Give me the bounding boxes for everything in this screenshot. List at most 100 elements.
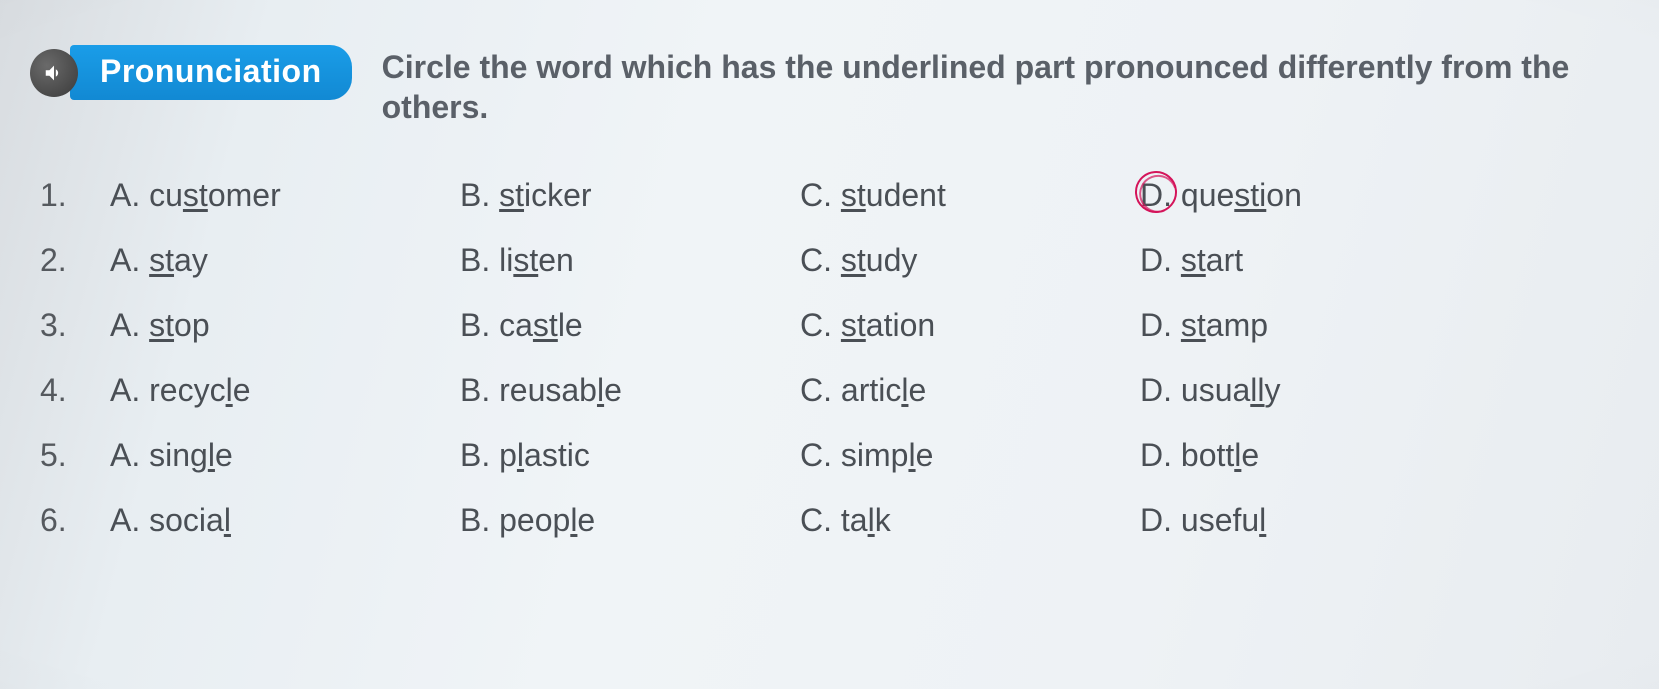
option-b: B. sticker [460, 177, 800, 214]
word-post: ay [174, 242, 208, 278]
option-letter: C. [800, 177, 841, 213]
word-underlined: st [149, 242, 174, 278]
option-a: A. recycle [110, 372, 460, 409]
option-c: C. simple [800, 437, 1140, 474]
option-letter: B. [460, 242, 499, 278]
word-underlined: l [226, 372, 233, 408]
option-letter: A. [110, 242, 149, 278]
word-underlined: st [841, 242, 866, 278]
option-b: B. people [460, 502, 800, 539]
word-pre: usefu [1181, 502, 1259, 538]
word-post: y [1265, 372, 1281, 408]
word-pre: simp [841, 437, 909, 473]
word-post: udy [866, 242, 918, 278]
option-letter: B. [460, 437, 499, 473]
question-row: 4.A. recycleB. reusableC. articleD. usua… [40, 372, 1619, 409]
option-letter: B. [460, 177, 499, 213]
question-number: 1. [40, 177, 110, 214]
option-letter: C. [800, 307, 841, 343]
word-underlined: l [908, 437, 915, 473]
option-d: D. question [1140, 177, 1400, 214]
word-pre: peop [499, 502, 570, 538]
option-d: D. usually [1140, 372, 1400, 409]
option-letter: B. [460, 502, 499, 538]
option-letter: B. [460, 307, 499, 343]
word-post: e [233, 372, 251, 408]
option-c: C. station [800, 307, 1140, 344]
word-post: icker [524, 177, 592, 213]
word-underlined: ll [1250, 372, 1264, 408]
word-post: e [916, 437, 934, 473]
question-row: 3.A. stopB. castleC. stationD. stamp [40, 307, 1619, 344]
word-underlined: st [533, 307, 558, 343]
word-post: astic [524, 437, 590, 473]
word-underlined: st [499, 177, 524, 213]
word-underlined: st [1181, 307, 1206, 343]
word-post: en [538, 242, 574, 278]
word-underlined: st [841, 177, 866, 213]
option-letter: A. [110, 437, 149, 473]
option-a: A. single [110, 437, 460, 474]
word-pre: cu [149, 177, 183, 213]
question-row: 2.A. stayB. listenC. studyD. start [40, 242, 1619, 279]
option-d: D. useful [1140, 502, 1400, 539]
section-badge: Pronunciation [30, 45, 352, 100]
option-a: A. customer [110, 177, 460, 214]
word-underlined: sti [1234, 177, 1266, 213]
word-underlined: l [224, 502, 231, 538]
word-pre: bott [1181, 437, 1234, 473]
word-underlined: l [208, 437, 215, 473]
option-c: C. talk [800, 502, 1140, 539]
header-row: Pronunciation Circle the word which has … [0, 0, 1659, 127]
word-post: ation [866, 307, 935, 343]
option-b: B. reusable [460, 372, 800, 409]
word-post: on [1266, 177, 1302, 213]
word-post: amp [1206, 307, 1268, 343]
option-letter: A. [110, 307, 149, 343]
word-post: k [875, 502, 891, 538]
word-pre: p [499, 437, 517, 473]
word-post: art [1206, 242, 1243, 278]
option-letter: D. [1140, 502, 1181, 538]
option-letter: C. [800, 437, 841, 473]
word-pre: sing [149, 437, 208, 473]
word-post: e [908, 372, 926, 408]
question-number: 3. [40, 307, 110, 344]
option-b: B. castle [460, 307, 800, 344]
word-post: e [604, 372, 622, 408]
option-letter: D. [1140, 242, 1181, 278]
word-pre: usua [1181, 372, 1250, 408]
question-row: 6.A. socialB. peopleC. talkD. useful [40, 502, 1619, 539]
question-number: 2. [40, 242, 110, 279]
word-post: udent [866, 177, 946, 213]
option-letter: C. [800, 242, 841, 278]
word-pre: socia [149, 502, 224, 538]
option-letter: D. [1140, 437, 1181, 473]
option-letter: C. [800, 372, 841, 408]
option-d: D. stamp [1140, 307, 1400, 344]
option-letter: D. [1140, 307, 1181, 343]
word-underlined: l [517, 437, 524, 473]
word-post: e [215, 437, 233, 473]
word-post: e [577, 502, 595, 538]
word-pre: ta [841, 502, 868, 538]
word-underlined: l [1259, 502, 1266, 538]
speaker-icon [30, 49, 78, 97]
word-pre: que [1181, 177, 1234, 213]
word-pre: li [499, 242, 513, 278]
word-post: omer [208, 177, 281, 213]
word-post: e [1241, 437, 1259, 473]
question-number: 6. [40, 502, 110, 539]
word-pre: artic [841, 372, 901, 408]
option-c: C. study [800, 242, 1140, 279]
option-letter: D. [1140, 372, 1181, 408]
question-number: 4. [40, 372, 110, 409]
word-pre: reusab [499, 372, 597, 408]
option-letter: A. [110, 372, 149, 408]
option-letter: D. [1140, 177, 1181, 213]
option-d: D. start [1140, 242, 1400, 279]
option-c: C. article [800, 372, 1140, 409]
option-a: A. stay [110, 242, 460, 279]
word-post: op [174, 307, 210, 343]
word-underlined: l [597, 372, 604, 408]
